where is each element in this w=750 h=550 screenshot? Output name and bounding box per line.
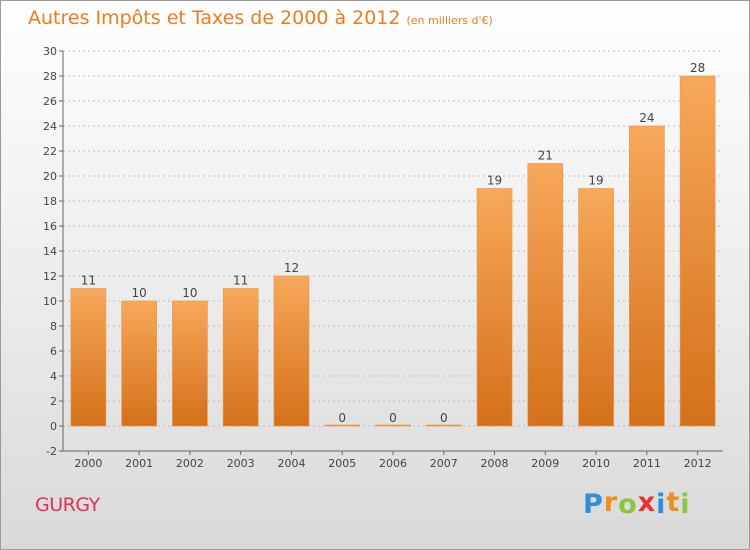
data-label: 19 [588, 174, 603, 188]
y-tick-label: 28 [43, 70, 57, 83]
bar [375, 424, 411, 427]
x-tick-label: 2004 [277, 457, 305, 470]
bar [172, 300, 208, 427]
unit-label: (en milliers d'€) [406, 14, 493, 27]
x-tick-label: 2007 [430, 457, 458, 470]
bar [578, 188, 614, 427]
x-tick-label: 2010 [582, 457, 610, 470]
y-tick-label: 22 [43, 145, 57, 158]
y-tick-label: 12 [43, 270, 57, 283]
y-tick-label: 18 [43, 195, 57, 208]
logo-letter: t [666, 487, 681, 518]
data-label: 28 [690, 61, 705, 75]
chart-title: Autres Impôts et Taxes de 2000 à 2012 (en… [28, 7, 493, 29]
bar [425, 424, 462, 427]
x-tick-label: 2002 [176, 457, 204, 470]
bar [273, 275, 310, 427]
y-tick-label: 14 [43, 245, 57, 258]
logo-letter: i [680, 489, 691, 520]
bar [324, 424, 361, 427]
logo-letter: x [637, 487, 657, 518]
x-tick-label: 2009 [531, 457, 559, 470]
logo-letter: i [656, 489, 667, 520]
data-label: 12 [284, 261, 299, 275]
y-tick-label: 20 [43, 170, 57, 183]
x-tick-label: 2003 [227, 457, 255, 470]
data-label: 10 [182, 286, 197, 300]
x-tick-label: 2011 [633, 457, 661, 470]
bar [476, 188, 513, 427]
data-label: 10 [132, 286, 147, 300]
y-tick-label: 26 [43, 95, 57, 108]
data-label: 0 [338, 411, 346, 425]
data-label: 11 [233, 274, 248, 288]
data-label: 24 [639, 111, 654, 125]
x-tick-label: 2008 [481, 457, 509, 470]
proxiti-logo: Proxiti [583, 487, 691, 520]
y-tick-label: 8 [50, 320, 57, 333]
bar [121, 300, 157, 427]
x-tick-label: 2001 [125, 457, 153, 470]
y-tick-label: 6 [50, 345, 57, 358]
logo-letter: o [618, 489, 638, 520]
chart-title-text: Autres Impôts et Taxes de 2000 à 2012 [28, 7, 401, 29]
y-tick-label: 16 [43, 220, 57, 233]
y-tick-label: 2 [50, 395, 57, 408]
data-label: 0 [440, 411, 448, 425]
x-tick-label: 2012 [684, 457, 712, 470]
data-label: 0 [389, 411, 397, 425]
y-tick-label: 4 [50, 370, 57, 383]
bar [629, 125, 665, 427]
logo-letter: P [583, 489, 604, 520]
data-label: 19 [487, 174, 502, 188]
data-label: 11 [81, 274, 96, 288]
x-tick-label: 2005 [328, 457, 356, 470]
y-tick-label: 10 [43, 295, 57, 308]
logo-letter: r [603, 487, 619, 518]
bar [222, 288, 259, 427]
x-tick-label: 2006 [379, 457, 407, 470]
x-tick-label: 2000 [74, 457, 102, 470]
y-tick-label: 30 [43, 45, 57, 58]
bar [70, 288, 107, 427]
y-tick-label: -2 [46, 445, 57, 458]
bar [527, 163, 564, 427]
data-label: 21 [538, 149, 553, 163]
commune-name: GURGY [35, 494, 100, 516]
y-tick-label: 24 [43, 120, 57, 133]
y-tick-label: 0 [50, 420, 57, 433]
bar [679, 75, 716, 427]
